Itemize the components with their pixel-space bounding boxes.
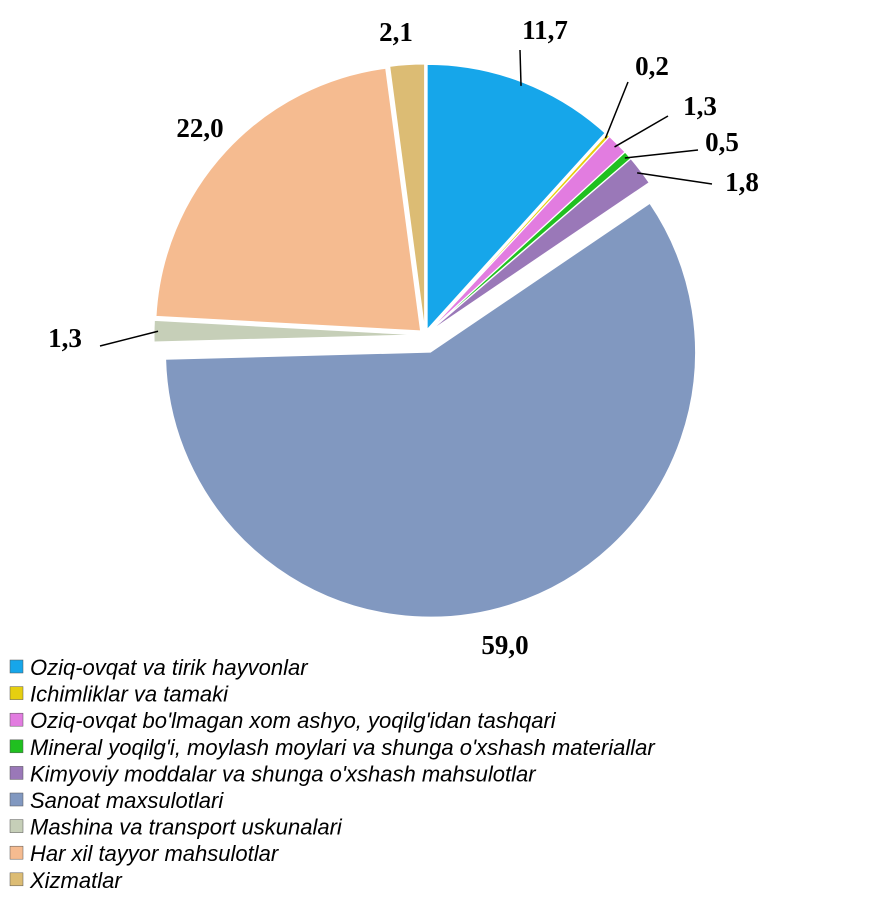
legend-swatch: [9, 766, 24, 780]
pie-slice: [153, 319, 420, 343]
data-label: 0,5: [705, 127, 739, 157]
legend-label: Mineral yoqilg'i, moylash moylari va shu…: [30, 735, 656, 760]
leader-line: [519, 49, 522, 86]
data-label: 22,0: [176, 113, 223, 143]
data-label: 59,0: [481, 630, 528, 660]
legend-label: Mashina va transport uskunalari: [30, 815, 343, 840]
leader-line: [624, 149, 699, 159]
leader-line: [637, 172, 713, 185]
legend-swatch: [9, 845, 24, 860]
pie-slice: [165, 202, 696, 618]
legend-label: Kimyoviy moddalar va shunga o'xshash mah…: [30, 761, 537, 786]
data-label: 1,3: [683, 91, 717, 121]
pie-slice: [429, 158, 650, 332]
legend-label: Oziq-ovqat va tirik hayvonlar: [30, 655, 309, 680]
data-label: 11,7: [522, 15, 568, 45]
data-label: 1,8: [725, 167, 759, 197]
legend-swatch: [9, 712, 24, 727]
legend-label: Ichimliklar va tamaki: [30, 682, 229, 707]
legend-label: Oziq-ovqat bo'lmagan xom ashyo, yoqilg'i…: [30, 708, 557, 733]
legend-label: Sanoat maxsulotlari: [30, 788, 224, 813]
pie-slice: [155, 67, 422, 332]
legend-swatch: [9, 686, 24, 700]
leader-line: [614, 115, 669, 148]
data-label: 1,3: [48, 323, 82, 353]
legend-swatch: [9, 872, 24, 887]
legend-swatch: [9, 659, 24, 674]
data-label: 2,1: [379, 17, 413, 47]
leader-line: [99, 330, 159, 347]
leader-line: [604, 81, 629, 139]
data-label: 0,2: [635, 51, 669, 81]
pie-slice: [426, 63, 606, 331]
legend-swatch: [9, 792, 24, 807]
pie-slice: [389, 63, 426, 330]
legend-label: Har xil tayyor mahsulotlar: [30, 841, 280, 866]
legend-label: Xizmatlar: [29, 868, 123, 893]
legend-swatch: [9, 819, 24, 833]
legend-swatch: [9, 739, 24, 754]
